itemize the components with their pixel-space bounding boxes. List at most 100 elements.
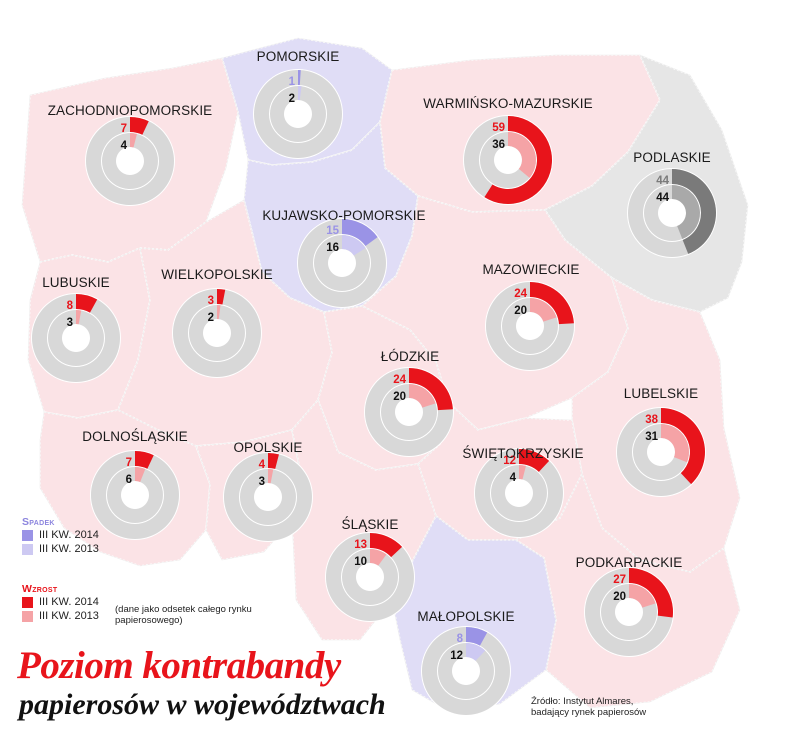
legend-increase-2013: III KW. 2013 bbox=[22, 609, 99, 623]
label-2013-swietokrzyskie: 4 bbox=[510, 472, 517, 484]
donut-mazowieckie: 24 20 MAZOWIECKIE bbox=[482, 262, 579, 371]
legend-label: III KW. 2014 bbox=[39, 529, 99, 541]
donut-zachodniopomorskie: 7 4 ZACHODNIOPOMORSKIE bbox=[48, 103, 213, 206]
arc-2014-podlaskie bbox=[672, 169, 717, 254]
ring-inner-track bbox=[188, 305, 245, 362]
label-2014-warminsko-mazurskie: 59 bbox=[492, 122, 505, 134]
region-name-podkarpackie: PODKARPACKIE bbox=[576, 555, 683, 570]
label-2014-lubelskie: 38 bbox=[645, 414, 658, 426]
donut-slaskie: 13 10 ŚLĄSKIE bbox=[325, 517, 415, 622]
ring-outer-track bbox=[31, 294, 120, 382]
label-2013-malopolskie: 12 bbox=[450, 650, 463, 662]
donut-lubuskie: 8 3 LUBUSKIE bbox=[31, 275, 121, 383]
label-2013-dolnoslaskie: 6 bbox=[126, 474, 132, 486]
donut-lubelskie: 38 31 LUBELSKIE bbox=[616, 386, 706, 497]
arc-2014-swietokrzyskie bbox=[519, 449, 550, 472]
donut-podlaskie: 44 44 PODLASKIE bbox=[627, 150, 717, 258]
donut-swietokrzyskie: 12 4 ŚWIĘTOKRZYSKIE bbox=[462, 446, 583, 538]
label-2013-mazowieckie: 20 bbox=[514, 305, 527, 317]
arc-2014-zachodniopomorskie bbox=[130, 117, 149, 135]
label-2014-malopolskie: 8 bbox=[457, 633, 464, 645]
label-2013-podlaskie: 44 bbox=[656, 192, 669, 204]
label-2013-warminsko-mazurskie: 36 bbox=[492, 139, 505, 151]
donut-wielkopolskie: 3 2 WIELKOPOLSKIE bbox=[161, 267, 273, 378]
donut-malopolskie: 8 12 MAŁOPOLSKIE bbox=[417, 609, 514, 716]
source-note: Źródło: Instytut Almares, badający rynek… bbox=[531, 696, 661, 718]
label-2013-pomorskie: 2 bbox=[289, 93, 295, 105]
legend-label: III KW. 2013 bbox=[39, 543, 99, 555]
arc-2013-malopolskie bbox=[466, 643, 486, 661]
label-2013-kujawsko-pomorskie: 16 bbox=[326, 242, 339, 254]
arc-2013-pomorskie bbox=[298, 86, 302, 101]
arc-2013-slaskie bbox=[370, 549, 387, 566]
label-2013-lubelskie: 31 bbox=[645, 431, 658, 443]
donut-lodzkie: 24 20 ŁÓDZKIE bbox=[364, 349, 454, 457]
label-2013-opolskie: 3 bbox=[259, 476, 265, 488]
ring-outer-track bbox=[474, 449, 563, 538]
arc-2014-warminsko-mazurskie bbox=[484, 116, 553, 204]
arc-2014-slaskie bbox=[370, 533, 403, 558]
legend-increase-title: Wzrost bbox=[22, 583, 58, 595]
region-name-lubelskie: LUBELSKIE bbox=[624, 386, 698, 401]
ring-inner-track bbox=[437, 643, 494, 699]
arc-2014-opolskie bbox=[268, 453, 279, 469]
arc-2013-lubelskie bbox=[661, 424, 690, 463]
legend-decrease: Spadek III KW. 2014 III KW. 2013 bbox=[22, 516, 99, 556]
arc-2014-lubuskie bbox=[76, 294, 98, 313]
arc-2014-podkarpackie bbox=[629, 568, 673, 618]
ring-outer-track bbox=[86, 117, 175, 205]
arc-2014-mazowieckie bbox=[530, 282, 574, 325]
ring-outer-track bbox=[223, 453, 312, 541]
arc-2013-dolnoslaskie bbox=[135, 467, 146, 482]
arc-2014-malopolskie bbox=[466, 627, 488, 646]
ring-inner-track bbox=[341, 549, 398, 605]
donut-opolskie: 4 3 OPOLSKIE bbox=[223, 440, 313, 542]
donut-kujawsko-pomorskie: 15 16 KUJAWSKO-POMORSKIE bbox=[262, 208, 426, 308]
label-2014-mazowieckie: 24 bbox=[514, 288, 527, 300]
region-name-podlaskie: PODLASKIE bbox=[633, 150, 710, 165]
region-name-dolnoslaskie: DOLNOŚLĄSKIE bbox=[82, 429, 188, 444]
legend-swatch bbox=[22, 610, 33, 622]
region-name-lubuskie: LUBUSKIE bbox=[42, 275, 110, 290]
arc-2013-lodzkie bbox=[409, 384, 436, 408]
legend-swatch bbox=[22, 529, 33, 541]
legend-decrease-title: Spadek bbox=[22, 516, 55, 528]
arc-2013-podkarpackie bbox=[629, 584, 656, 608]
region-name-pomorskie: POMORSKIE bbox=[257, 49, 340, 64]
ring-outer-track bbox=[254, 70, 343, 158]
label-2014-wielkopolskie: 3 bbox=[208, 295, 214, 307]
region-name-warminsko-mazurskie: WARMIŃSKO-MAZURSKIE bbox=[423, 96, 592, 111]
region-name-opolskie: OPOLSKIE bbox=[233, 440, 302, 455]
arc-2014-lodzkie bbox=[409, 368, 453, 411]
arc-2013-zachodniopomorskie bbox=[130, 133, 137, 148]
region-name-swietokrzyskie: ŚWIĘTOKRZYSKIE bbox=[462, 446, 583, 461]
donut-pomorskie: 1 2 POMORSKIE bbox=[253, 49, 343, 159]
arc-2014-kujawsko-pomorskie bbox=[342, 219, 378, 246]
chart-title: Poziom kontrabandy bbox=[17, 644, 341, 687]
label-2014-lubuskie: 8 bbox=[67, 300, 74, 312]
arc-2014-wielkopolskie bbox=[217, 289, 226, 305]
ring-outer-track bbox=[90, 451, 179, 539]
ring-inner-track bbox=[47, 310, 104, 367]
data-note: (dane jako odsetek całego rynku papieros… bbox=[115, 604, 252, 626]
label-2014-kujawsko-pomorskie: 15 bbox=[326, 225, 339, 237]
region-name-kujawsko-pomorskie: KUJAWSKO-POMORSKIE bbox=[262, 208, 425, 223]
arc-2014-pomorskie bbox=[298, 70, 301, 86]
region-name-zachodniopomorskie: ZACHODNIOPOMORSKIE bbox=[48, 103, 213, 118]
legend-swatch bbox=[22, 596, 33, 608]
region-name-mazowieckie: MAZOWIECKIE bbox=[482, 262, 579, 277]
source-line-2: badający rynek papierosów bbox=[531, 707, 647, 718]
donut-layer: 12POMORSKIE74ZACHODNIOPOMORSKIE5936WARMI… bbox=[31, 49, 717, 716]
label-2014-swietokrzyskie: 12 bbox=[503, 455, 516, 467]
label-2014-podlaskie: 44 bbox=[656, 175, 669, 187]
ring-inner-track bbox=[106, 467, 163, 523]
label-2013-slaskie: 10 bbox=[354, 556, 367, 568]
legend-label: III KW. 2014 bbox=[39, 596, 99, 608]
ring-inner-track bbox=[239, 469, 296, 525]
ring-outer-track bbox=[421, 627, 510, 715]
source-line-1: Źródło: Instytut Almares, bbox=[531, 696, 634, 707]
arc-2013-wielkopolskie bbox=[217, 305, 221, 320]
ring-outer-track bbox=[172, 289, 261, 377]
arc-2013-kujawsko-pomorskie bbox=[342, 235, 366, 256]
label-2013-podkarpackie: 20 bbox=[613, 591, 626, 603]
